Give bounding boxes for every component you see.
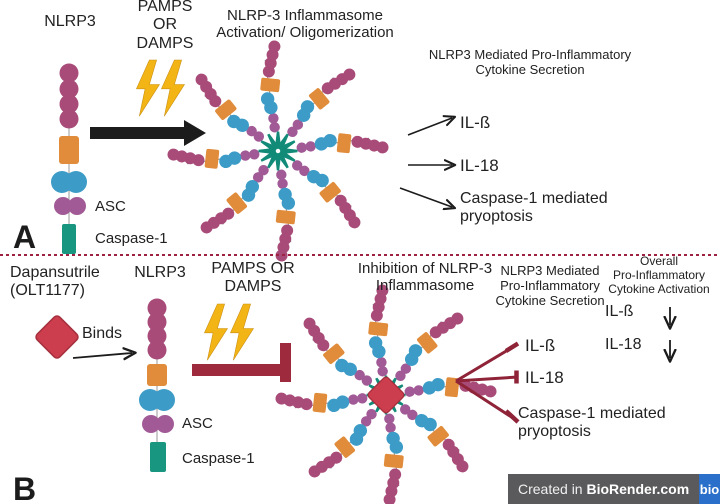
svg-text:A: A xyxy=(13,219,36,255)
svg-text:B: B xyxy=(13,471,36,504)
